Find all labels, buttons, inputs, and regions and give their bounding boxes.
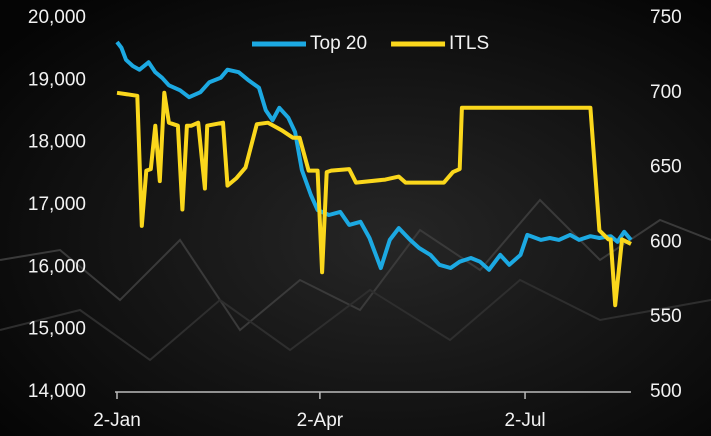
series-line — [115, 40, 633, 272]
y-tick-label: 17,000 — [28, 194, 86, 215]
y-tick-label: 15,000 — [28, 319, 86, 340]
series-line — [116, 90, 632, 308]
y2-tick-label: 700 — [650, 82, 682, 103]
y-tick-label: 18,000 — [28, 132, 86, 153]
background-texture — [0, 278, 711, 362]
x-tick-label: 2-Apr — [297, 410, 344, 431]
x-tick-label: 2-Jul — [504, 410, 545, 431]
y2-tick-label: 550 — [650, 306, 682, 327]
x-tick-label: 2-Jan — [93, 410, 141, 431]
y2-tick-label: 750 — [650, 7, 682, 28]
y-tick-label: 16,000 — [28, 256, 86, 277]
y-tick-label: 14,000 — [28, 381, 86, 402]
legend-label: Top 20 — [310, 33, 367, 54]
y-tick-label: 20,000 — [28, 7, 86, 28]
y2-tick-label: 600 — [650, 231, 682, 252]
y2-tick-label: 500 — [650, 381, 682, 402]
background-texture — [0, 198, 711, 332]
y2-tick-label: 650 — [650, 157, 682, 178]
y-tick-label: 19,000 — [28, 69, 86, 90]
legend-label: ITLS — [449, 33, 489, 54]
